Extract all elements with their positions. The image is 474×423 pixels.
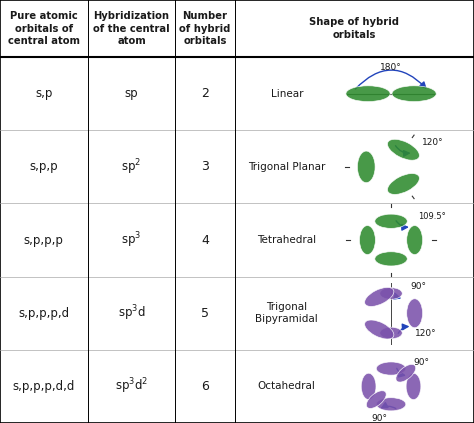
Text: 90°: 90° (410, 283, 426, 291)
Ellipse shape (366, 391, 386, 409)
Ellipse shape (407, 225, 423, 255)
Text: 5: 5 (201, 307, 209, 320)
Text: Shape of hybrid
orbitals: Shape of hybrid orbitals (310, 17, 399, 40)
Ellipse shape (387, 139, 419, 160)
Ellipse shape (361, 373, 376, 400)
Text: 90°: 90° (413, 358, 429, 368)
Text: sp: sp (125, 87, 138, 100)
Ellipse shape (376, 398, 406, 411)
Text: 3: 3 (201, 160, 209, 173)
Ellipse shape (380, 288, 402, 299)
Ellipse shape (407, 299, 423, 328)
Ellipse shape (365, 288, 394, 306)
Text: Tetrahedral: Tetrahedral (257, 235, 316, 245)
Ellipse shape (375, 252, 407, 266)
Ellipse shape (359, 225, 375, 255)
Text: s,p,p,p: s,p,p,p (24, 233, 64, 247)
Ellipse shape (375, 214, 407, 228)
Ellipse shape (392, 86, 436, 102)
Ellipse shape (357, 151, 375, 183)
Text: s,p: s,p (35, 87, 53, 100)
Ellipse shape (406, 373, 421, 400)
Text: Trigonal
Bipyramidal: Trigonal Bipyramidal (255, 302, 318, 324)
Text: Pure atomic
orbitals of
central atom: Pure atomic orbitals of central atom (8, 11, 80, 47)
Text: sp$^{3}$d$^{2}$: sp$^{3}$d$^{2}$ (115, 376, 148, 396)
Text: 120°: 120° (422, 138, 443, 147)
Text: Linear: Linear (271, 89, 303, 99)
Text: 4: 4 (201, 233, 209, 247)
Text: Hybridization
of the central
atom: Hybridization of the central atom (93, 11, 170, 47)
Text: Octahedral: Octahedral (258, 382, 316, 391)
Text: 90°: 90° (371, 414, 387, 423)
Text: 180°: 180° (380, 63, 402, 71)
Text: 2: 2 (201, 87, 209, 100)
Text: 120°: 120° (415, 330, 436, 338)
Ellipse shape (380, 327, 402, 339)
Text: 6: 6 (201, 380, 209, 393)
Text: s,p,p: s,p,p (29, 160, 58, 173)
Text: s,p,p,p,d: s,p,p,p,d (18, 307, 69, 320)
Text: 109.5°: 109.5° (418, 212, 446, 221)
Ellipse shape (396, 364, 416, 382)
Text: s,p,p,p,d,d: s,p,p,p,d,d (13, 380, 75, 393)
Ellipse shape (346, 86, 390, 102)
Text: Number
of hybrid
orbitals: Number of hybrid orbitals (179, 11, 231, 47)
Ellipse shape (365, 320, 394, 339)
Text: sp$^{3}$d: sp$^{3}$d (118, 303, 146, 323)
Text: sp$^{3}$: sp$^{3}$ (121, 230, 142, 250)
Text: sp$^{2}$: sp$^{2}$ (121, 157, 142, 177)
Text: Trigonal Planar: Trigonal Planar (248, 162, 326, 172)
Ellipse shape (376, 362, 406, 375)
Ellipse shape (387, 173, 419, 195)
